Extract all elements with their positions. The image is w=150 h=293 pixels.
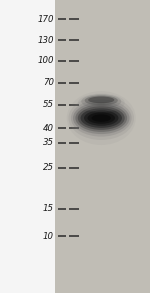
Ellipse shape: [92, 114, 111, 122]
Ellipse shape: [71, 100, 132, 137]
Ellipse shape: [78, 93, 125, 112]
Text: 10: 10: [43, 232, 54, 241]
Text: 100: 100: [38, 56, 54, 65]
Text: 40: 40: [43, 124, 54, 132]
Ellipse shape: [87, 112, 115, 124]
Text: 70: 70: [43, 78, 54, 87]
Text: 35: 35: [43, 138, 54, 147]
Ellipse shape: [85, 96, 118, 105]
Ellipse shape: [68, 96, 134, 140]
Text: 15: 15: [43, 204, 54, 213]
Ellipse shape: [81, 94, 121, 108]
Ellipse shape: [75, 104, 127, 132]
Text: 130: 130: [38, 36, 54, 45]
Text: 55: 55: [43, 100, 54, 109]
Ellipse shape: [84, 110, 119, 126]
Ellipse shape: [81, 108, 122, 128]
Ellipse shape: [73, 102, 130, 134]
Ellipse shape: [78, 106, 125, 130]
Bar: [55, 0, 150, 293]
Text: 170: 170: [38, 15, 54, 23]
Ellipse shape: [88, 97, 114, 103]
Text: 25: 25: [43, 163, 54, 172]
Ellipse shape: [67, 91, 136, 145]
Bar: [0, 0, 55, 293]
